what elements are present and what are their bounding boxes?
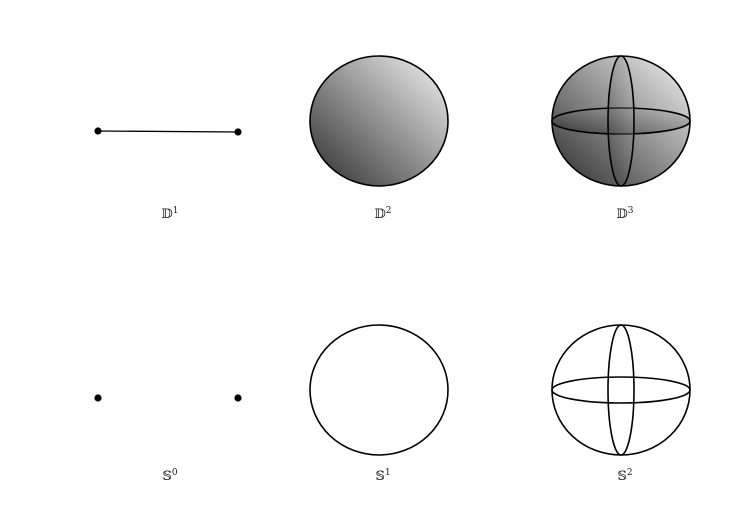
sphere-outline	[551, 324, 691, 456]
panel-d3: 𝔻3	[551, 55, 691, 222]
label-d1: 𝔻1	[161, 206, 178, 222]
panel-s2: 𝕊2	[551, 324, 691, 484]
panel-d2: 𝔻2	[309, 55, 449, 222]
label-d3: 𝔻3	[616, 206, 633, 222]
panel-s0: 𝕊0	[94, 394, 242, 484]
label-s0: 𝕊0	[162, 468, 177, 484]
point-right	[234, 394, 242, 402]
panel-d1: 𝔻1	[94, 127, 242, 222]
ball-meridian	[607, 55, 635, 187]
point-left	[94, 394, 102, 402]
segment-endpoint-right	[234, 128, 242, 136]
sphere-meridian	[607, 324, 635, 456]
label-s2: 𝕊2	[617, 468, 632, 484]
filled-disk	[309, 55, 449, 187]
segment-line	[97, 130, 239, 133]
panel-s1: 𝕊1	[309, 324, 449, 484]
label-s1: 𝕊1	[375, 468, 390, 484]
sphere-equator	[551, 376, 691, 404]
circle-outline	[309, 324, 449, 456]
segment-endpoint-left	[94, 127, 102, 135]
label-d2: 𝔻2	[374, 206, 391, 222]
